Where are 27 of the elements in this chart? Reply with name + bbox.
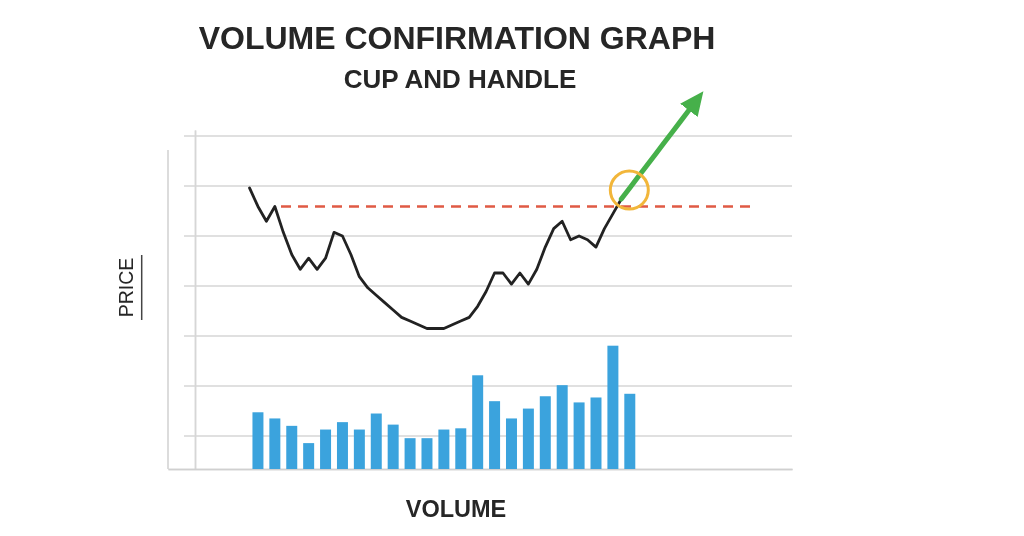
- bar: [252, 412, 264, 469]
- bar: [590, 397, 602, 469]
- bar: [624, 393, 636, 469]
- bar: [505, 418, 517, 469]
- bar: [539, 396, 551, 469]
- bar: [286, 425, 298, 469]
- bar: [421, 438, 433, 469]
- bar: [320, 429, 332, 469]
- bar: [489, 401, 501, 469]
- bar: [404, 438, 416, 469]
- bar: [607, 345, 619, 469]
- bar: [353, 429, 365, 469]
- bar: [455, 428, 467, 469]
- x-axis-title: VOLUME: [405, 496, 507, 522]
- bar: [269, 418, 281, 469]
- bar: [370, 413, 382, 469]
- bar: [387, 424, 399, 469]
- bar: [438, 429, 450, 469]
- bar: [522, 408, 534, 469]
- y-axis-title: PRICE: [115, 257, 137, 318]
- bar: [573, 402, 585, 469]
- chart-title: VOLUME CONFIRMATION GRAPH: [198, 20, 716, 56]
- bar: [303, 443, 315, 469]
- chart-subtitle: CUP AND HANDLE: [343, 64, 577, 94]
- bar: [556, 385, 568, 469]
- bar: [336, 422, 348, 469]
- bar: [472, 375, 484, 469]
